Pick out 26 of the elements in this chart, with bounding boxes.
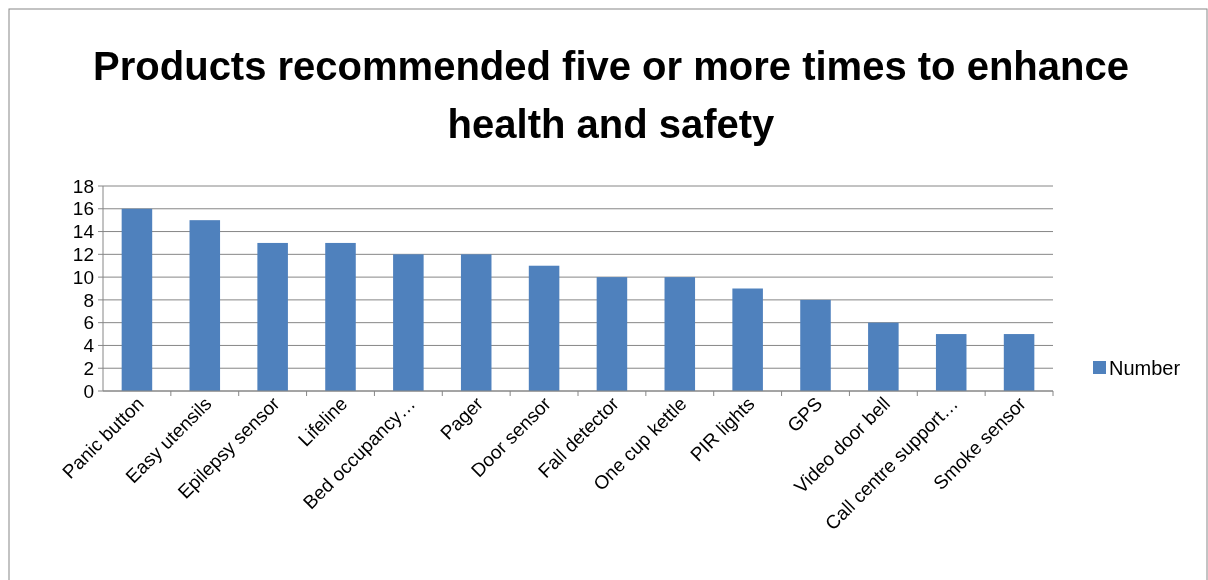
bar xyxy=(393,254,424,391)
y-tick-label: 16 xyxy=(72,198,94,220)
bar xyxy=(664,277,696,391)
bar xyxy=(800,299,831,391)
bar xyxy=(935,334,967,391)
y-tick-label: 10 xyxy=(72,266,94,288)
y-tick-label: 4 xyxy=(83,335,95,357)
bar xyxy=(1003,334,1035,391)
bar xyxy=(528,265,560,391)
y-tick-label: 2 xyxy=(83,357,94,379)
bar xyxy=(732,288,763,391)
bar xyxy=(596,277,628,391)
y-tick-label: 0 xyxy=(83,380,94,402)
bar xyxy=(868,322,899,391)
y-tick-label: 12 xyxy=(72,243,94,265)
bar xyxy=(121,208,153,391)
legend-label: Number xyxy=(1109,357,1181,379)
bar xyxy=(460,254,492,391)
bar xyxy=(325,242,356,391)
bar xyxy=(189,220,221,391)
y-tick-label: 14 xyxy=(72,221,95,243)
chart-title: Products recommended five or more times to enhance health and safety xyxy=(93,44,1129,146)
bar xyxy=(257,242,288,391)
y-tick-label: 6 xyxy=(83,312,94,334)
y-tick-label: 8 xyxy=(83,289,94,311)
y-tick-label: 18 xyxy=(72,175,94,197)
